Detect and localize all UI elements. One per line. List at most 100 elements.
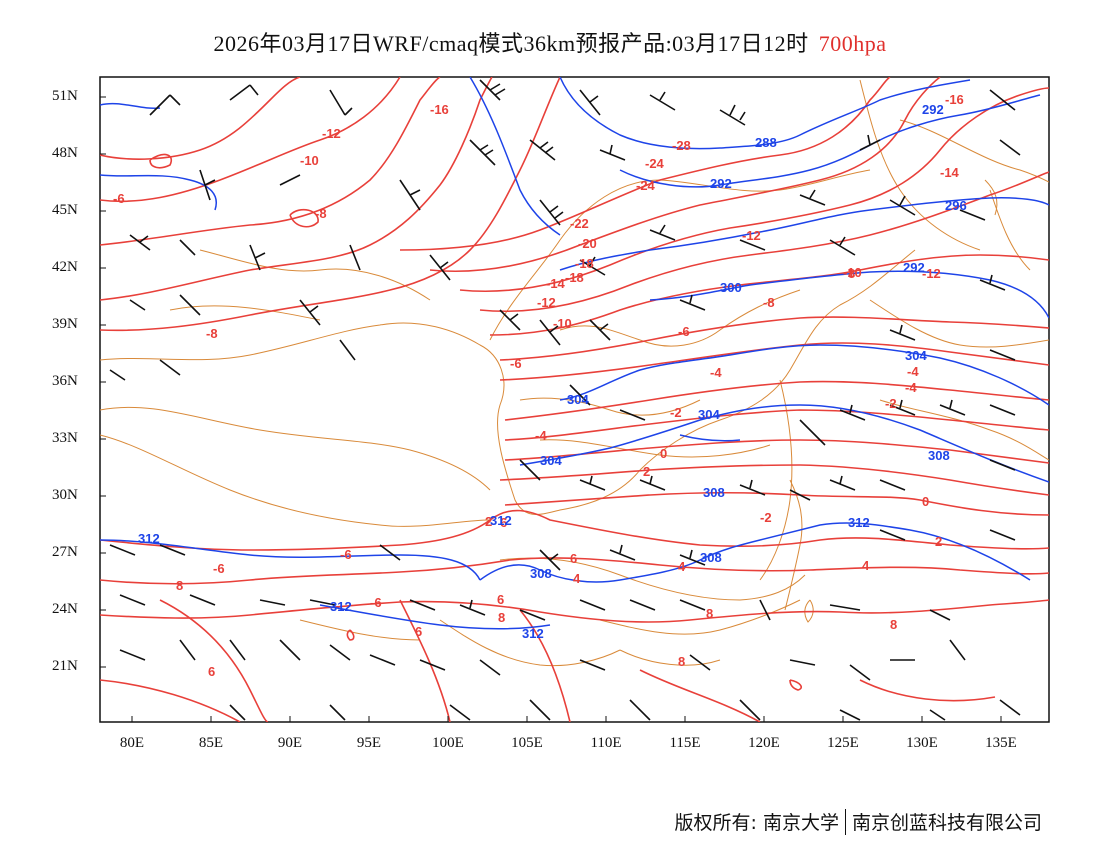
temp-label: -8 xyxy=(763,295,775,310)
temp-label: 6 xyxy=(208,664,215,679)
lat-label: 36N xyxy=(52,373,78,389)
temp-label: 6 xyxy=(570,551,577,566)
temp-label: -14 xyxy=(940,165,960,180)
temp-label: -10 xyxy=(843,265,862,280)
temp-label: 8 xyxy=(176,578,183,593)
lon-label: 120E xyxy=(748,735,780,751)
temp-label: 0 xyxy=(922,494,929,509)
height-label: 288 xyxy=(755,135,777,150)
height-label: 292 xyxy=(922,102,944,117)
temp-label: -28 xyxy=(672,138,691,153)
lon-label: 85E xyxy=(198,735,224,751)
height-label: 304 xyxy=(698,407,720,422)
lat-label: 48N xyxy=(52,145,78,161)
copyright-text: 版权所有: 南京大学 xyxy=(674,812,839,834)
temp-label: 6 xyxy=(500,515,507,530)
lat-label: 24N xyxy=(52,601,78,617)
lon-label: 130E xyxy=(906,735,938,751)
temp-label: -22 xyxy=(570,216,589,231)
height-label: 312 xyxy=(522,626,544,641)
temp-label: 6 xyxy=(497,592,504,607)
height-label: 312 xyxy=(330,599,352,614)
temp-label: 4 xyxy=(678,559,686,574)
height-label: 312 xyxy=(138,531,160,546)
temp-label: -10 xyxy=(553,316,572,331)
chart-title: 2026年03月17日WRF/cmaq模式36km预报产品:03月17日12时 7… xyxy=(0,26,1100,58)
temp-label: -4 xyxy=(710,365,722,380)
temp-label: -4 xyxy=(535,428,547,443)
height-label: 304 xyxy=(567,392,589,407)
temp-label: -12 xyxy=(742,228,761,243)
temperature-labels: -16 -12 -10 -6 -8 -18 -28 -24 -24 -22 -2… xyxy=(113,92,964,679)
temp-label: 8 xyxy=(890,617,897,632)
temp-label: -14 xyxy=(546,276,566,291)
height-label: 312 xyxy=(490,513,512,528)
temp-label: -12 xyxy=(537,295,556,310)
temp-label: -6 xyxy=(370,595,382,610)
lon-label: 105E xyxy=(511,735,543,751)
height-label: 308 xyxy=(530,566,552,581)
height-label: 308 xyxy=(928,448,950,463)
lat-label: 21N xyxy=(52,658,78,674)
footer-divider xyxy=(844,808,846,835)
height-label: 308 xyxy=(700,550,722,565)
temp-label: -12 xyxy=(322,126,341,141)
lon-label: 80E xyxy=(119,735,145,751)
lat-label: 30N xyxy=(52,487,78,503)
company-name: 南京创蓝科技有限公司 xyxy=(851,812,1042,834)
temp-label: 2 xyxy=(935,534,942,549)
lon-label: 95E xyxy=(356,735,382,751)
lon-label: 90E xyxy=(277,735,303,751)
temp-label: -6 xyxy=(113,191,125,206)
temp-label: -12 xyxy=(922,266,941,281)
temp-label: -2 xyxy=(885,396,897,411)
wind-barbs xyxy=(109,79,1021,721)
temp-label: -18 xyxy=(565,270,584,285)
temp-label: -16 xyxy=(945,92,964,107)
lat-label: 45N xyxy=(52,202,78,218)
temp-label: 0 xyxy=(660,446,667,461)
temp-label: -2 xyxy=(760,510,772,525)
height-label: 312 xyxy=(848,515,870,530)
lat-label: 39N xyxy=(52,316,78,332)
temp-label: 4 xyxy=(862,558,870,573)
temp-label: -24 xyxy=(645,156,665,171)
temp-label: -18 xyxy=(575,256,594,271)
temp-label: -6 xyxy=(340,547,352,562)
temp-label: 2 xyxy=(485,514,492,529)
height-label: 308 xyxy=(703,485,725,500)
temp-label: -24 xyxy=(636,178,656,193)
temp-label: -2 xyxy=(670,405,682,420)
lon-label: 135E xyxy=(985,735,1017,751)
temp-label: 4 xyxy=(573,571,581,586)
footer: 版权所有: 南京大学 南京创蓝科技有限公司 xyxy=(675,808,1042,835)
temp-label: 8 xyxy=(706,606,713,621)
axis-ticks xyxy=(100,96,1002,722)
lon-label: 115E xyxy=(669,735,701,751)
temp-label: -4 xyxy=(907,364,919,379)
height-label: 296 xyxy=(945,198,967,213)
height-label: 292 xyxy=(710,176,732,191)
lat-label: 42N xyxy=(52,259,78,275)
temp-label: -6 xyxy=(510,356,522,371)
temp-label: -8 xyxy=(206,326,218,341)
height-isolines xyxy=(100,77,1049,630)
temp-label: -4 xyxy=(905,380,917,395)
lon-label: 125E xyxy=(827,735,859,751)
height-label: 304 xyxy=(540,453,562,468)
height-label: 300 xyxy=(720,280,742,295)
temp-label: 2 xyxy=(643,464,650,479)
lat-label: 33N xyxy=(52,430,78,446)
temp-label: -16 xyxy=(430,102,449,117)
temp-label: -10 xyxy=(300,153,319,168)
temp-label: 6 xyxy=(415,624,422,639)
lat-label: 51N xyxy=(52,88,78,104)
temp-label: 8 xyxy=(498,610,505,625)
lon-label: 110E xyxy=(590,735,622,751)
lon-label: 100E xyxy=(432,735,464,751)
pressure-level: 700hpa xyxy=(818,31,887,56)
temp-label: -6 xyxy=(213,561,225,576)
height-labels: 292 288 292 296 292 300 304 304 304 304 … xyxy=(138,102,967,641)
lat-label: 27N xyxy=(52,544,78,560)
